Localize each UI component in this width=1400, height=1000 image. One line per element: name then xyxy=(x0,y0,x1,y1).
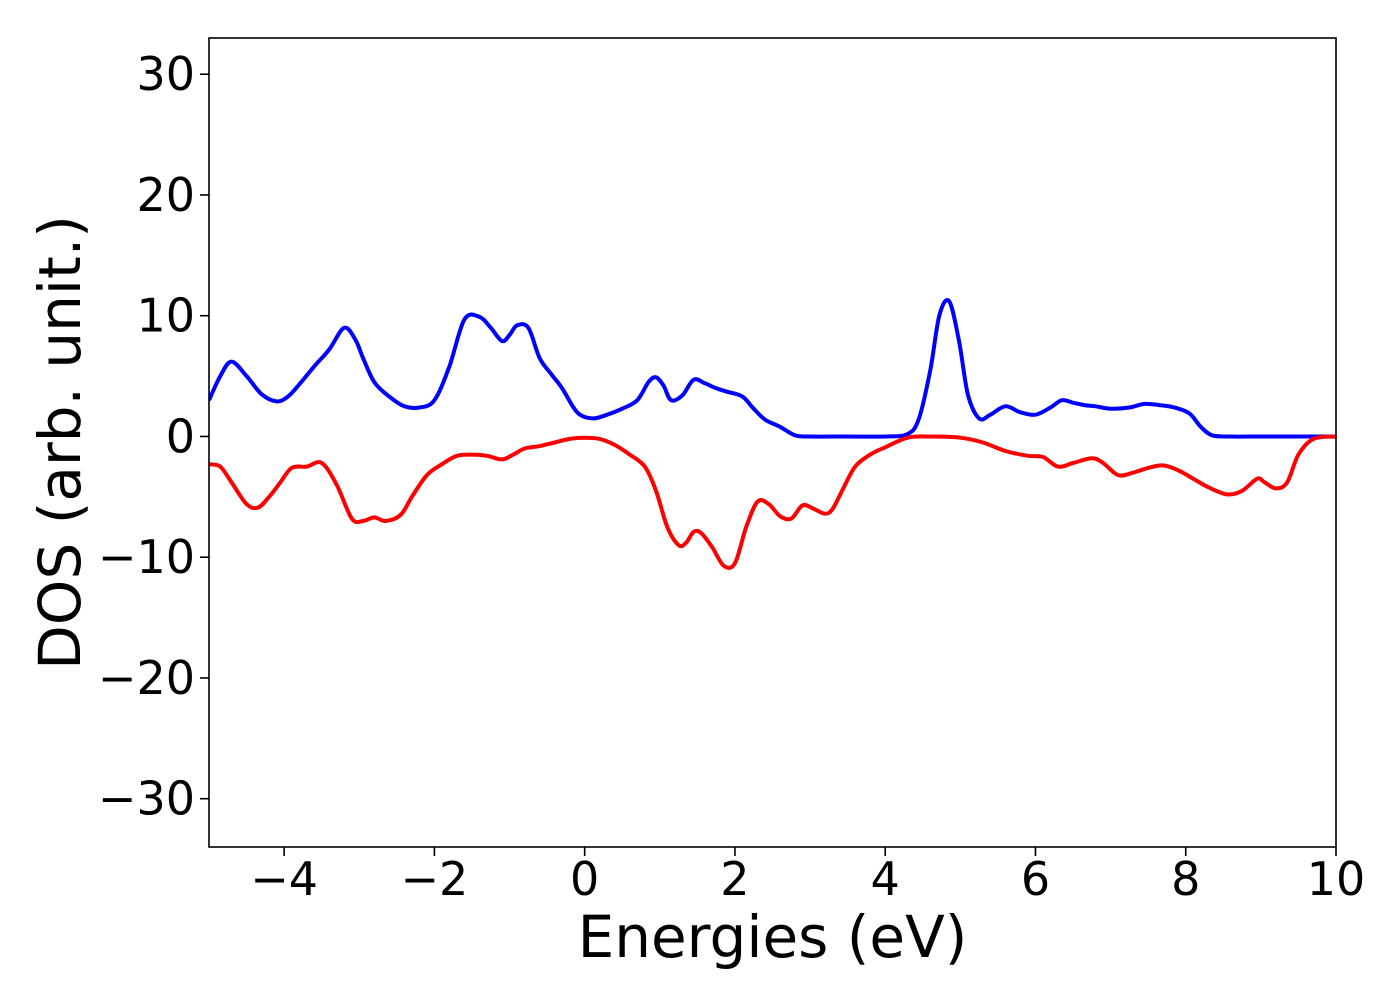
y-tick-label: 20 xyxy=(136,168,195,222)
y-tick-label: −20 xyxy=(98,651,195,705)
y-axis-title: DOS (arb. unit.) xyxy=(26,215,94,670)
y-tick-label: 0 xyxy=(166,409,195,463)
y-tick-label: 30 xyxy=(136,47,195,101)
x-tick-label: 4 xyxy=(871,852,900,906)
plot-frame xyxy=(208,37,1337,848)
x-tick-label: 2 xyxy=(720,852,749,906)
series-line-1 xyxy=(209,298,1336,439)
y-tick-label: 10 xyxy=(136,289,195,343)
y-tick-label: −10 xyxy=(98,530,195,584)
series-line-2 xyxy=(209,434,1336,570)
x-tick-label: 10 xyxy=(1307,852,1366,906)
x-tick-label: −2 xyxy=(400,852,468,906)
x-tick-label: 6 xyxy=(1021,852,1050,906)
x-tick-label: 8 xyxy=(1171,852,1200,906)
x-axis-title: Energies (eV) xyxy=(578,903,968,971)
x-tick-label: −4 xyxy=(250,852,318,906)
series-layer xyxy=(209,298,1336,570)
x-tick-label: 0 xyxy=(570,852,599,906)
y-tick-label: −30 xyxy=(98,772,195,826)
